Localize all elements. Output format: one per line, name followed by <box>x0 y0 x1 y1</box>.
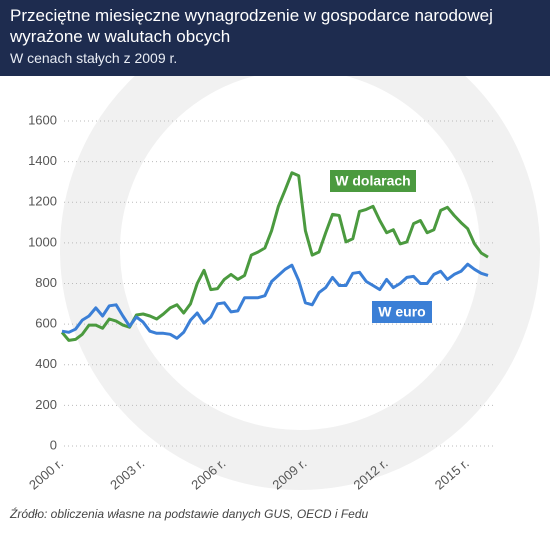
legend-box <box>372 301 432 323</box>
y-tick-label: 1000 <box>28 234 57 249</box>
y-tick-label: 1400 <box>28 153 57 168</box>
chart-subtitle: W cenach stałych z 2009 r. <box>10 50 178 66</box>
y-tick-label: 400 <box>35 356 57 371</box>
y-tick-label: 1200 <box>28 194 57 209</box>
legend-label: W euro <box>378 304 425 320</box>
chart-title: Przeciętne miesięczne wynagrodzenie w go… <box>10 6 493 46</box>
line <box>61 262 489 340</box>
legend-box <box>330 170 416 192</box>
x-tick-label: 2015 r. <box>432 455 472 492</box>
y-tick-label: 1600 <box>28 112 57 127</box>
y-tick-label: 600 <box>35 316 57 331</box>
y-tick-label: 200 <box>35 397 57 412</box>
y-tick-label: 0 <box>50 437 57 452</box>
source-note: Źródło: obliczenia własne na podstawie d… <box>10 507 369 521</box>
legend-label: W dolarach <box>335 173 410 189</box>
x-tick-label: 2003 r. <box>107 455 147 492</box>
x-tick-label: 2000 r. <box>26 455 66 492</box>
watermark <box>60 10 540 490</box>
header: Przeciętne miesięczne wynagrodzenie w go… <box>0 0 550 76</box>
y-tick-label: 800 <box>35 275 57 290</box>
